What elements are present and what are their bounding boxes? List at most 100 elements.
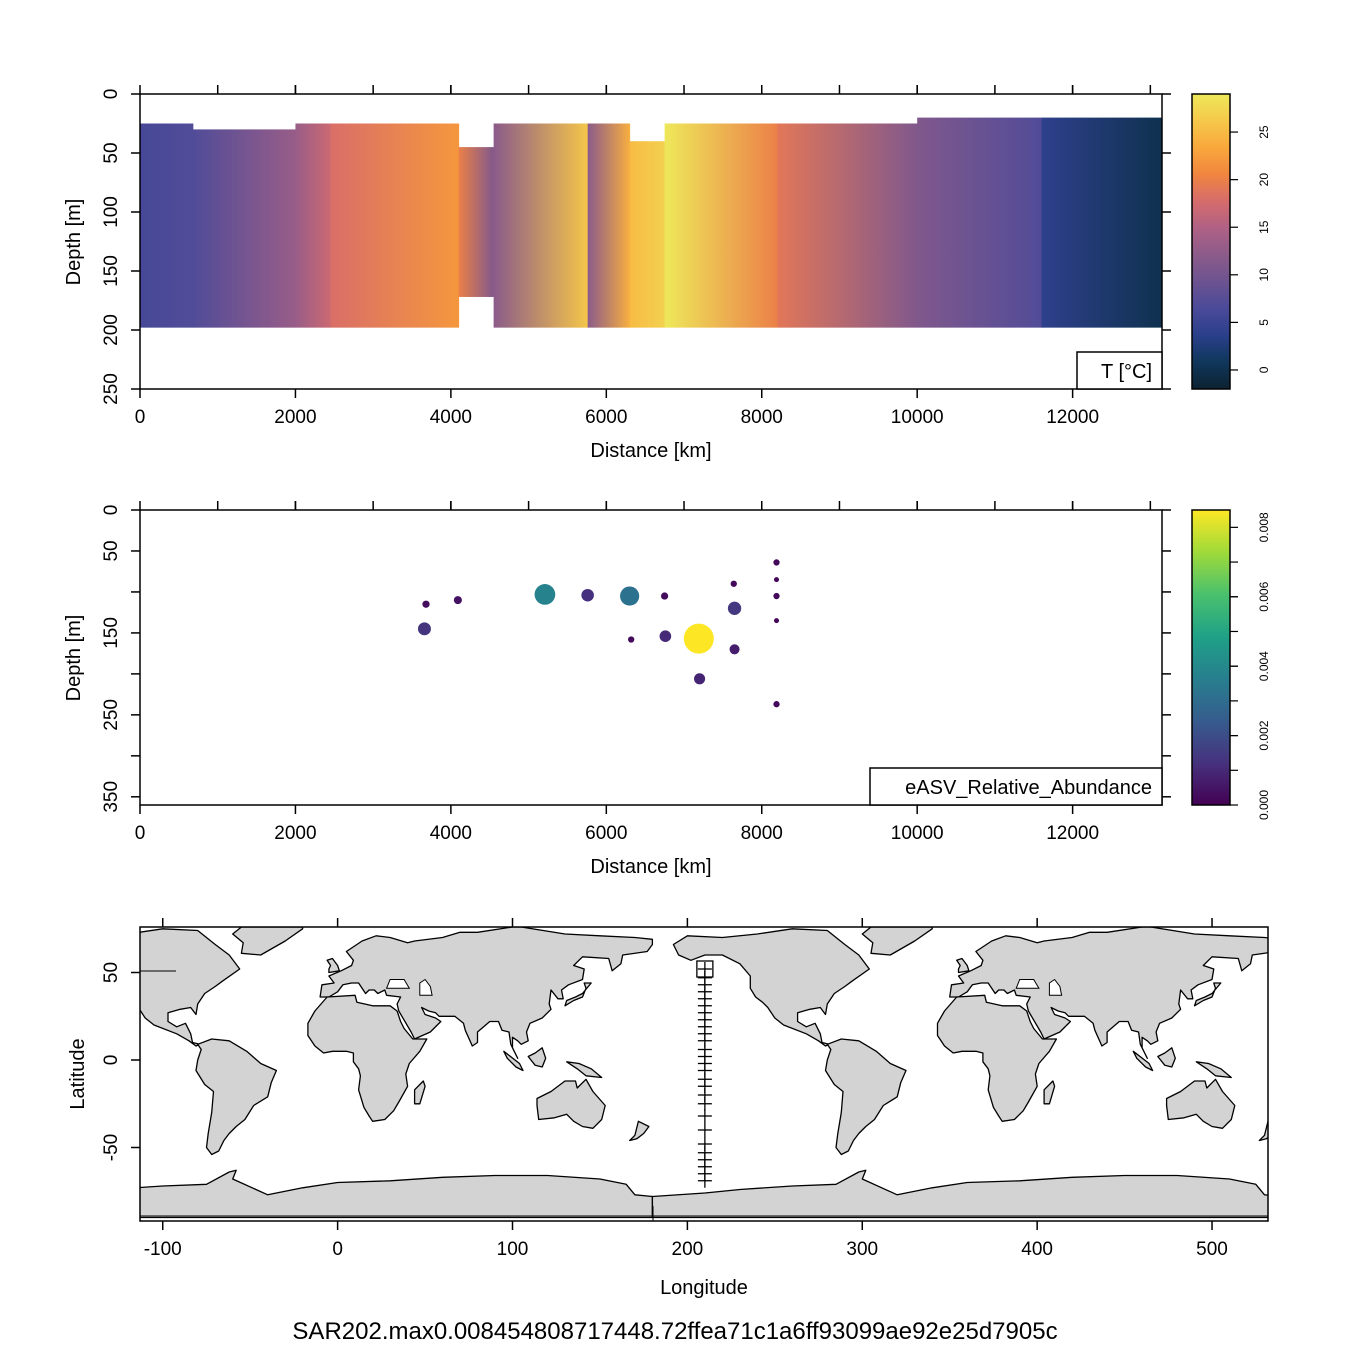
temperature-field [140,117,1162,328]
abundance-y-tick-label: 250 [101,699,122,731]
temperature-colorbar-tick-label: 5 [1257,319,1271,326]
temperature-segment [629,141,666,328]
abundance-x-tick-label: 2000 [274,823,316,844]
temperature-plot-frame [139,93,1163,390]
map-y-tick-label: -50 [101,1134,122,1161]
abundance-point [773,559,780,566]
land-madagascar [413,1080,426,1105]
abundance-y-axis-label: Depth [m] [63,615,85,702]
abundance-point [417,622,431,636]
temperature-segment [777,123,918,328]
abundance-legend-box: eASV_Relative_Abundance [869,767,1163,806]
land-antarctica [651,1169,1268,1219]
abundance-point [660,592,669,600]
temperature-x-tick-label: 10000 [891,407,944,428]
temperature-segment [493,123,589,328]
temperature-colorbar-tick-label: 10 [1257,268,1271,282]
land-australia [1165,1078,1236,1129]
temperature-y-tick-label: 150 [101,255,122,287]
abundance-colorbar [1191,509,1231,806]
abundance-x-tick-label: 12000 [1046,823,1099,844]
station-highlight-box [696,960,714,978]
abundance-x-tick-label: 6000 [585,823,627,844]
land-africa [936,994,1058,1122]
temperature-segment [140,123,194,328]
land-madagascar [1043,1080,1056,1105]
temperature-colorbar-tick-label: 15 [1257,220,1271,234]
map-x-tick-label: 300 [846,1239,878,1260]
abundance-y-tick-label: 0 [101,505,122,516]
temperature-legend-label: T [°C] [1101,361,1152,383]
map-x-tick-label: 100 [497,1239,529,1260]
temperature-legend-box: T [°C] [1076,351,1163,390]
abundance-point [730,580,737,587]
temperature-segment [587,123,631,328]
map-x-tick-label: 200 [672,1239,704,1260]
map-y-tick-label: 50 [101,962,122,983]
land-borneo [527,1047,547,1068]
station-map-panel: -100 0 100 200 300 400 500 -50 0 50 Longitude Lat… [67,918,1269,1299]
land-japan [1193,982,1222,1007]
abundance-point [659,630,672,642]
temperature-x-axis-label: Distance [km] [590,440,711,462]
abundance-point [422,600,430,608]
temperature-x-tick-label: 6000 [585,407,627,428]
abundance-point [628,636,635,643]
land-greenland [232,927,304,956]
map-plot-frame [139,926,1269,1222]
land-eurasia [319,927,654,1059]
land-greenland [861,927,933,956]
abundance-colorbar-tick-label: 0.000 [1257,790,1271,820]
temperature-y-tick-label: 200 [101,314,122,346]
abundance-point [773,701,780,708]
temperature-colorbar-tick-label: 20 [1257,173,1271,187]
temperature-y-axis-label: Depth [m] [63,199,85,286]
abundance-point [694,673,706,685]
temperature-segment [664,123,778,328]
map-x-axis-label: Longitude [660,1277,748,1299]
land-sumatra [1132,1050,1154,1072]
land-north-america [672,928,870,1047]
land-britain [956,957,970,974]
map-x-tick-label: 400 [1021,1239,1053,1260]
map-y-tick-label: 0 [101,1055,122,1066]
abundance-point [683,623,714,654]
abundance-point [534,584,556,605]
temperature-x-tick-label: 4000 [430,407,472,428]
map-x-tick-label: -100 [144,1239,182,1260]
temperature-y-tick-label: 0 [101,89,122,100]
land-antarctica [140,1169,654,1219]
temperature-segment [295,123,331,328]
map-x-tick-label: 0 [332,1239,343,1260]
inland-sea [1015,979,1040,989]
temperature-colorbar [1191,93,1231,390]
map-y-axis-label: Latitude [67,1038,89,1109]
land-south-america [824,1038,907,1156]
abundance-x-tick-label: 10000 [891,823,944,844]
land-north-america [140,928,241,1047]
temperature-colorbar-tick-label: 25 [1257,125,1271,139]
land-japan [564,982,592,1007]
inland-sea [1048,978,1063,996]
temperature-y-tick-label: 50 [101,142,122,163]
temperature-segment [330,123,460,328]
temperature-y-tick-label: 250 [101,373,122,405]
abundance-plot-frame [139,509,1163,806]
temperature-segment [458,147,495,297]
temperature-segment [917,117,1043,328]
temperature-section-panel: 0 2000 4000 6000 8000 10000 120000501001502002… [63,85,1271,462]
abundance-point [727,601,742,616]
temperature-x-tick-label: 8000 [741,407,783,428]
land-new-zealand [629,1120,650,1142]
figure-footer-id: SAR202.max0.008454808717448.72ffea71c1a6… [292,1318,1058,1345]
land-south-america [195,1038,278,1156]
world-land [140,927,1268,1219]
land-borneo [1157,1047,1176,1068]
abundance-x-tick-label: 8000 [741,823,783,844]
land-britain [326,957,341,974]
abundance-point [581,588,594,602]
abundance-point [453,596,462,605]
abundance-y-tick-label: 150 [101,617,122,649]
land-sumatra [503,1050,524,1072]
